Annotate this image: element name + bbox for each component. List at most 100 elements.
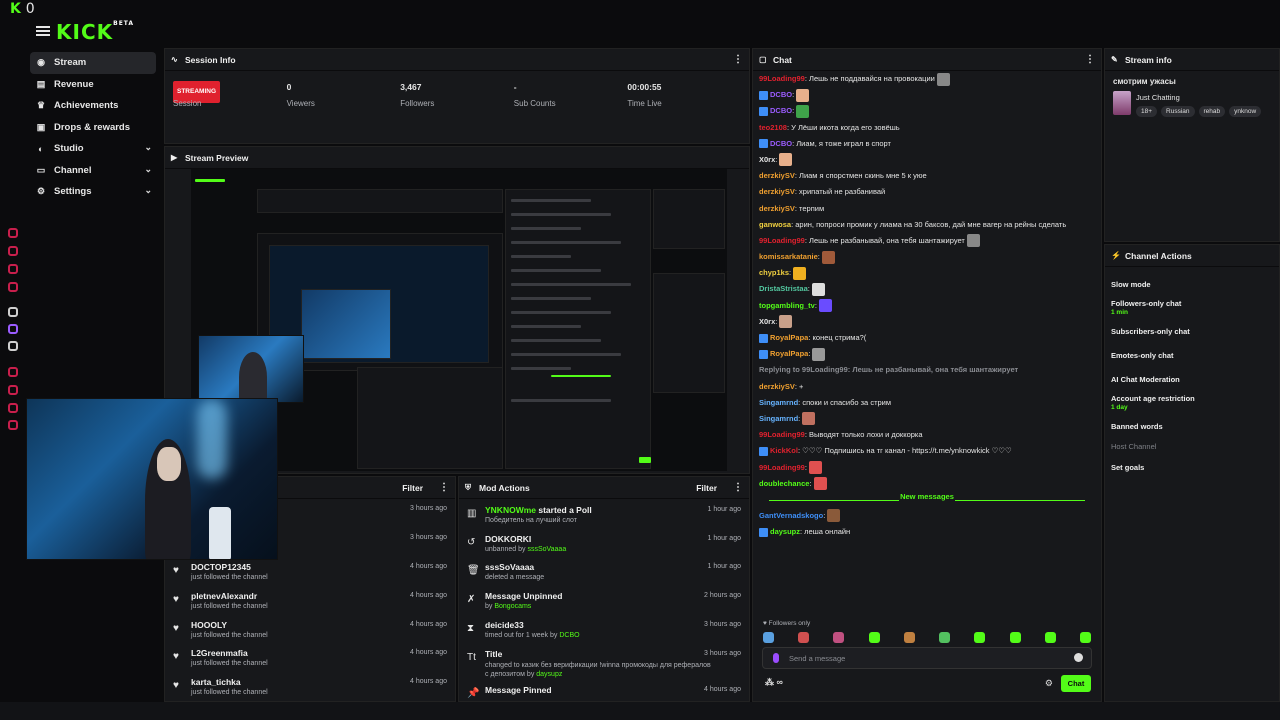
chat-message: daysupz: леша онлайн [759,524,1095,540]
chat-message: DristaStristaa: [759,281,1095,297]
subscribers-only-toggle[interactable]: Subscribers-only chat [1111,327,1190,336]
chat-username[interactable]: chyp1ks [759,268,790,278]
stream-title: смотрим ужасы [1113,77,1176,86]
account-age-toggle[interactable]: Account age restriction 1 day [1111,394,1195,411]
emote-icon[interactable] [939,632,951,643]
chat-username[interactable]: X0rx [759,316,776,326]
chat-text: : [792,106,795,116]
slow-mode-toggle[interactable]: Slow mode [1111,280,1151,289]
chat-username[interactable]: 99Loading99 [759,74,805,83]
chat-username[interactable]: komissarkatanie [759,252,818,262]
chat-username[interactable]: 99Loading99 [759,462,805,472]
mod-badge-icon [759,139,768,149]
emotes-only-toggle[interactable]: Emotes-only chat [1111,351,1174,360]
chat-username[interactable]: derzkiySV [759,171,795,181]
sidebar-item-settings[interactable]: ⚙ Settings ⌄ [36,185,152,198]
followers-only-toggle[interactable]: Followers-only chat 1 min [1111,299,1182,316]
twitch-icon[interactable] [8,324,18,334]
chat-username[interactable]: Replying to 99Loading99: Лешь не разбаны… [759,365,1019,375]
more-options-icon[interactable]: ⋮ [733,54,743,65]
chat-username[interactable]: daysupz [770,527,801,537]
poll-icon: ▥ [467,508,477,519]
chat-username[interactable]: topgambling_tv [759,300,815,310]
rail-icon-3[interactable] [8,264,18,274]
sidebar-item-revenue[interactable]: ▤ Revenue [36,78,94,90]
new-messages-divider[interactable]: New messages [759,492,1095,508]
rail-icon-6[interactable] [8,385,18,395]
sidebar-item-stream[interactable]: ◉ Stream [30,52,156,74]
rail-icon-1[interactable] [8,228,18,238]
chat-username[interactable]: Singamrnd [759,413,799,423]
chat-username[interactable]: RoyalPapa [770,333,809,342]
send-chat-button[interactable]: Chat [1061,675,1091,692]
more-options-icon[interactable]: ⋮ [1085,54,1095,65]
heart-icon: ♥ [173,565,179,576]
mod-badge-icon [759,527,768,537]
chevron-down-icon: ⌄ [144,163,152,174]
chat-username[interactable]: KickKol [770,446,798,456]
chat-username[interactable]: Singamrnd [759,397,799,407]
rail-icon-4[interactable] [8,282,18,292]
mic-icon[interactable] [773,653,779,663]
chat-username[interactable]: derzkiySV [759,381,795,391]
chat-message: DCBO: [759,87,1095,103]
viewers-stat: 0 Viewers [286,82,315,108]
chat-username[interactable]: doublechance [759,478,810,488]
sidebar-item-studio[interactable]: ◐ Studio ⌄ [30,138,156,160]
chat-username[interactable]: DCBO [770,138,793,148]
chat-username[interactable]: RoyalPapa [770,349,809,359]
emote-icon[interactable] [1079,632,1091,643]
chat-message: GantVernadskogo: [759,508,1095,524]
chat-username[interactable]: derzkiySV [759,187,795,197]
emote-icon[interactable] [763,632,774,643]
banned-words-button[interactable]: Banned words [1111,422,1163,431]
emote-icon[interactable] [974,632,986,643]
rail-icon-2[interactable] [8,246,18,256]
ai-moderation-toggle[interactable]: AI Chat Moderation [1111,375,1180,384]
chat-username[interactable]: X0rx [759,154,776,164]
more-options-icon[interactable]: ⋮ [439,482,449,493]
host-channel-button[interactable]: Host Channel [1111,442,1157,451]
chat-username[interactable]: derzkiySV [759,203,795,213]
rail-icon-7[interactable] [8,403,18,413]
chat-text: : Лиам я спорстмен скинь мне 5 к уюе [794,171,927,181]
category-thumbnail [1113,91,1131,115]
chat-username[interactable]: 99Loading99 [759,430,805,440]
set-goals-button[interactable]: Set goals [1111,463,1145,472]
kick-logo[interactable]: KICKBETA [56,20,135,44]
hamburger-menu-icon[interactable] [36,24,50,38]
rail-icon-8[interactable] [8,420,18,430]
emoji-icon[interactable] [1074,653,1083,662]
chat-username[interactable]: DristaStristaa [759,284,808,294]
filter-button[interactable]: Filter [402,482,423,493]
emote-icon[interactable] [1009,632,1021,643]
emote-icon[interactable] [903,632,915,643]
rail-icon-5[interactable] [8,367,18,377]
followers-only-indicator: ♥ Followers only [763,620,811,627]
more-options-icon[interactable]: ⋮ [733,482,743,493]
emote-icon[interactable] [833,632,845,643]
chat-message-input[interactable]: Send a message [762,647,1092,669]
filter-button[interactable]: Filter [696,482,717,493]
emote-icon[interactable] [868,632,880,643]
chat-username[interactable]: DCBO [770,106,793,116]
chat-username[interactable]: teo2108 [759,122,787,132]
sidebar-item-drops[interactable]: ▣ Drops & rewards [36,121,131,133]
channel-points[interactable]: ⁂ ∞ [765,677,783,687]
chat-username[interactable]: DCBO [770,90,793,100]
activity-row: ♥ HOOOLY just followed the channel 4 hours … [173,620,447,639]
chat-settings-icon[interactable]: ⚙ [1044,678,1053,688]
sidebar-item-channel[interactable]: ▭ Channel ⌄ [36,163,152,176]
x-icon[interactable] [8,341,18,351]
emote-icon[interactable] [798,632,810,643]
chat-username[interactable]: ganwosa [759,219,792,229]
chat-username[interactable]: 99Loading99 [759,235,805,245]
emote-icon[interactable] [1044,632,1056,643]
trophy-icon: ♛ [36,100,46,111]
sidebar-item-achievements[interactable]: ♛ Achievements [36,100,119,112]
emote-icon [821,250,835,264]
activity-row: ♥ L2Greenmafia just followed the channel 4 … [173,648,447,667]
chat-username[interactable]: GantVernadskogo [759,510,824,520]
unban-icon: ↺ [467,537,476,548]
kick-rail-icon[interactable] [8,307,18,317]
